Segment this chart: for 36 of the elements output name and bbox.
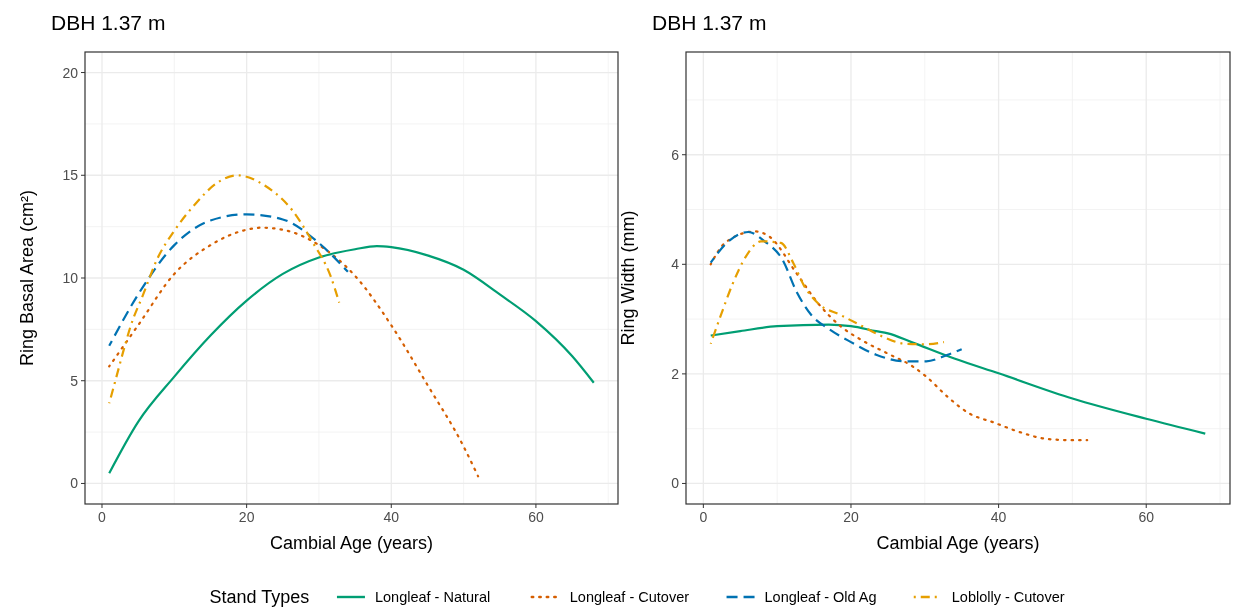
- y-axis-title: Ring Width (mm): [618, 210, 638, 346]
- line-series: [108, 226, 480, 478]
- y-tick-label: 15: [62, 167, 79, 184]
- legend-label: Longleaf - Cutover: [569, 589, 690, 605]
- y-tick-label: 5: [70, 372, 79, 389]
- x-tick-label: 40: [990, 509, 1007, 525]
- line-series: [709, 230, 963, 363]
- y-tick-label: 0: [671, 475, 680, 492]
- y-axis-title: Ring Basal Area (cm²): [17, 189, 37, 367]
- line-series: [108, 245, 595, 475]
- x-tick-label: 0: [98, 509, 107, 525]
- y-tick-label: 2: [671, 365, 680, 382]
- y-tick-label: 4: [671, 256, 680, 273]
- line-series: [709, 240, 946, 346]
- legend-label: Loblolly - Cutover: [951, 589, 1065, 605]
- line-series: [108, 174, 341, 405]
- line-series: [108, 213, 349, 347]
- y-tick-label: 0: [70, 475, 79, 492]
- x-axis-title: Cambial Age (years): [876, 533, 1040, 553]
- legend-label: Longleaf - Natural: [374, 589, 491, 605]
- legend-title: Stand Types: [209, 587, 310, 607]
- x-tick-label: 0: [699, 509, 708, 525]
- y-tick-label: 6: [671, 146, 680, 163]
- y-tick-label: 10: [62, 270, 79, 286]
- x-tick-label: 40: [383, 509, 400, 525]
- y-tick-label: 20: [62, 64, 79, 81]
- chart-title: DBH 1.37 m: [652, 11, 767, 34]
- x-tick-label: 20: [843, 509, 859, 525]
- chart-title: DBH 1.37 m: [51, 11, 166, 34]
- x-tick-label: 20: [238, 509, 255, 525]
- line-series: [709, 230, 1089, 442]
- legend-label: Longleaf - Old Ag: [764, 589, 877, 605]
- x-axis-title: Cambial Age (years): [269, 533, 434, 553]
- x-tick-label: 60: [1138, 509, 1155, 525]
- x-tick-label: 60: [528, 509, 544, 525]
- line-series: [709, 323, 1207, 435]
